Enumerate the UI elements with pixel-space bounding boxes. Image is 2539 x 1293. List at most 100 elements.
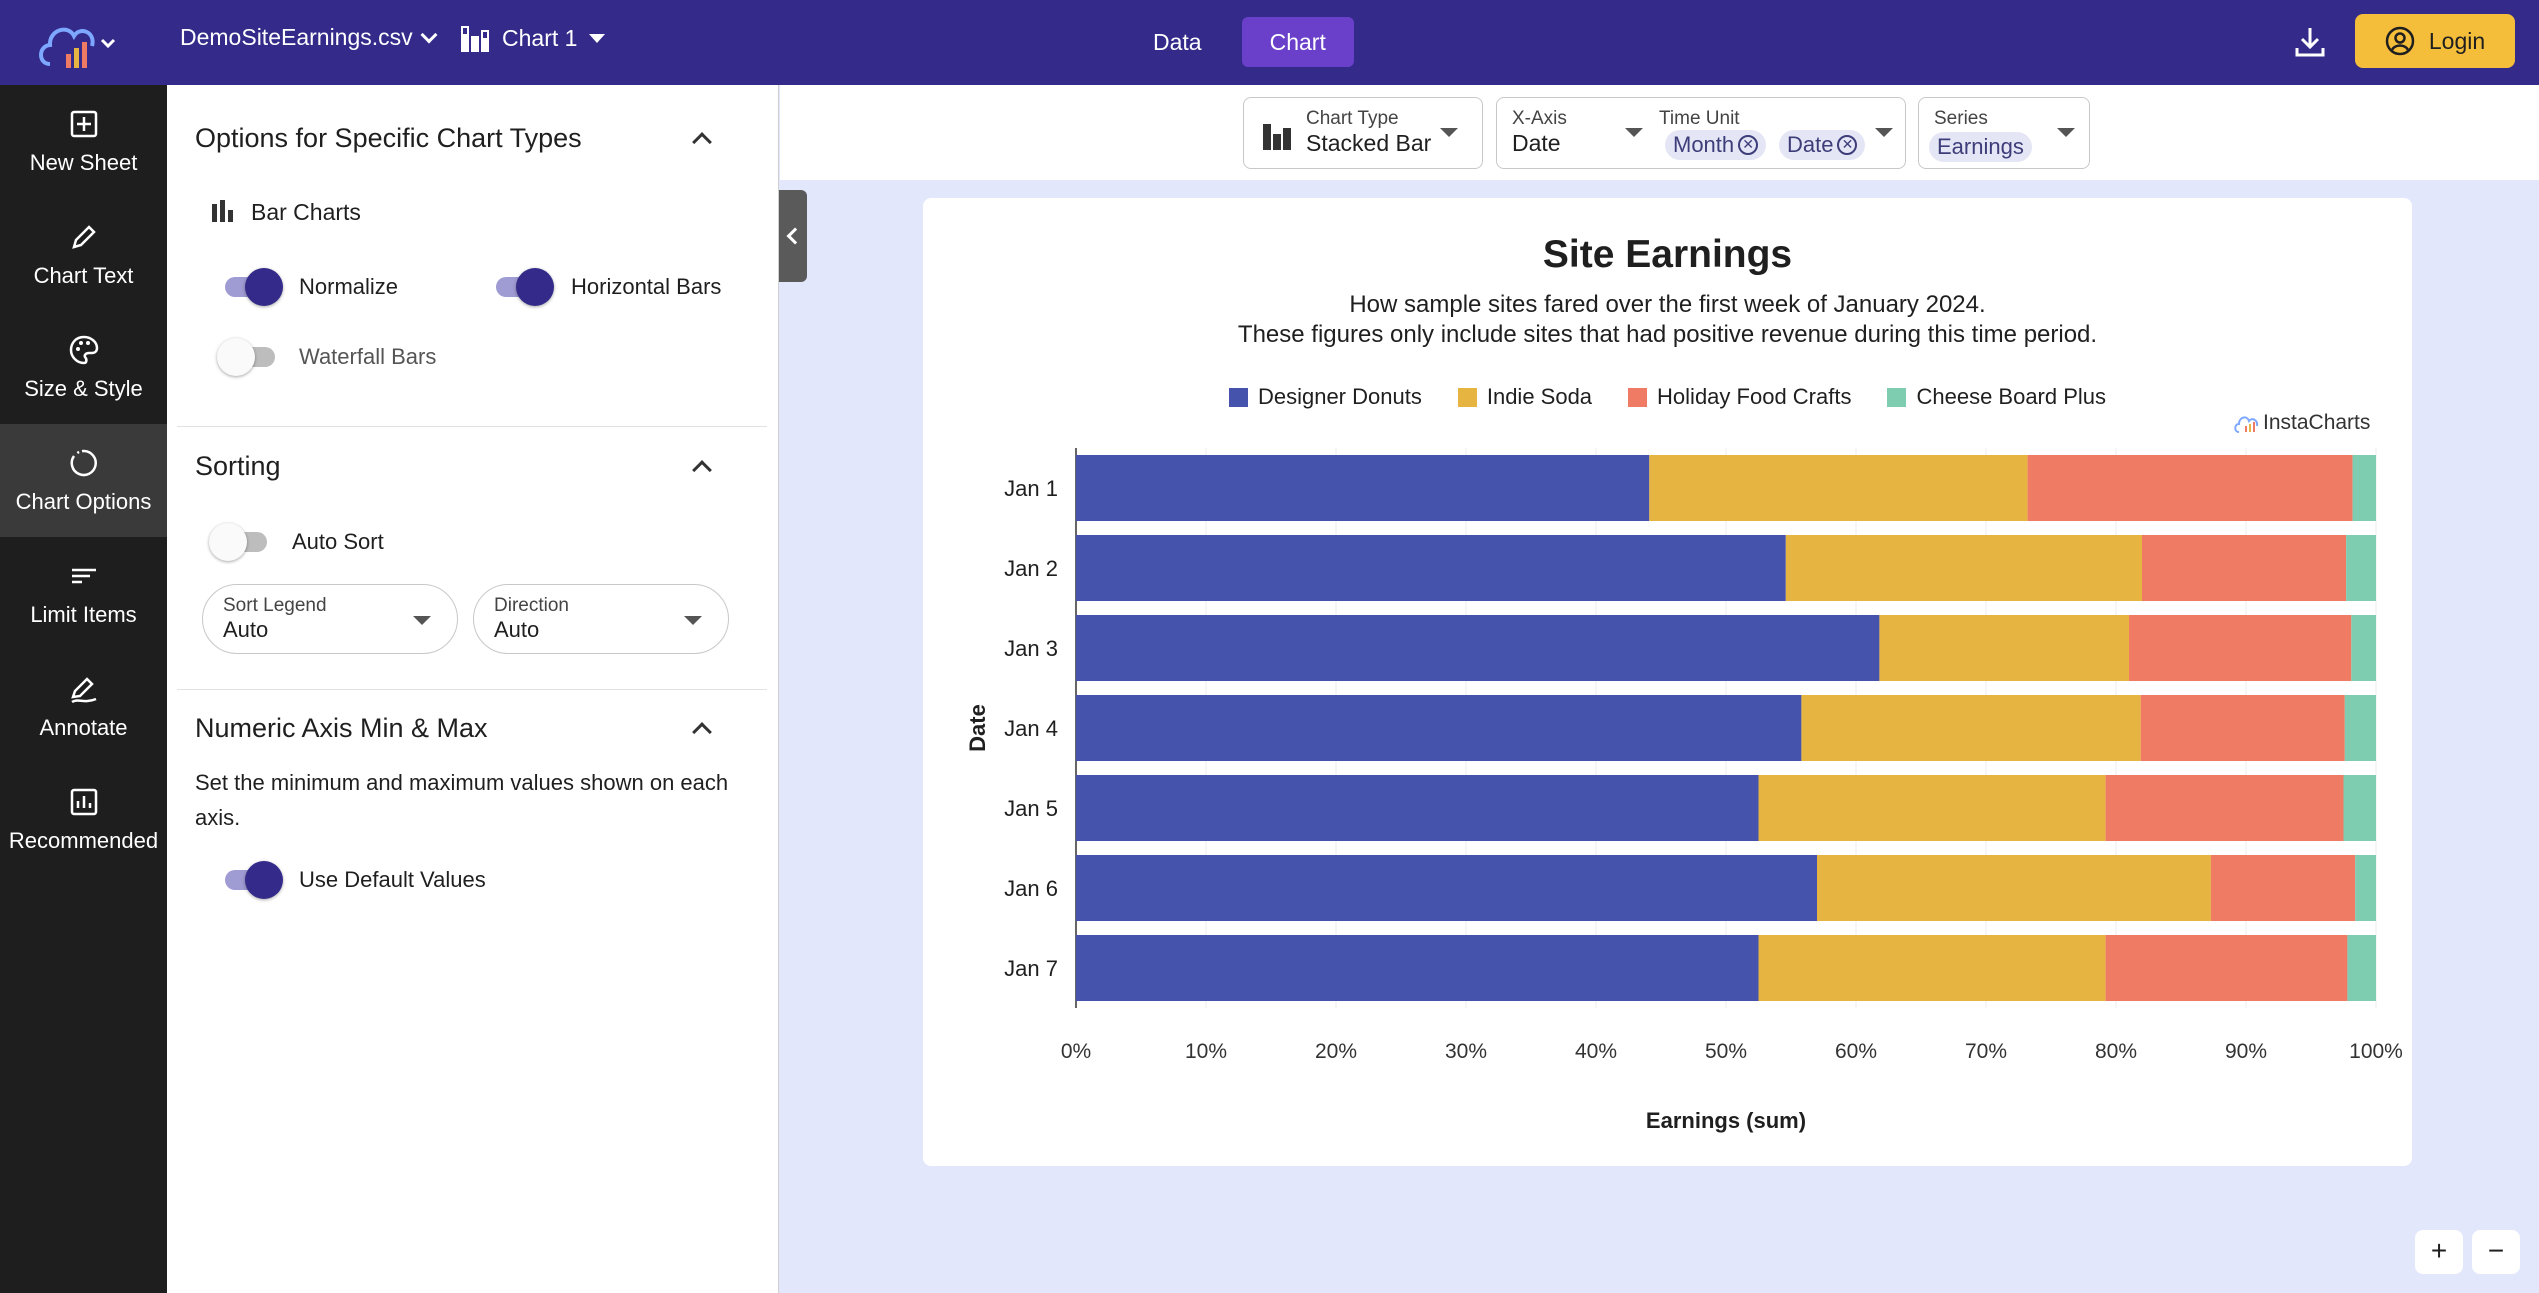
chart-subtitle-line-2[interactable]: These figures only include sites that ha… — [1237, 321, 2098, 348]
zoom-out-button[interactable]: − — [2472, 1230, 2520, 1274]
y-tick-label: Jan 4 — [1004, 716, 1058, 741]
stacked-bar-icon — [1263, 124, 1291, 150]
rail-label: Size & Style — [24, 375, 143, 401]
bar-segment[interactable] — [2351, 615, 2376, 681]
direction-select[interactable]: Direction Auto — [473, 584, 729, 654]
bar-segment[interactable] — [2027, 455, 2353, 521]
bar-segment[interactable] — [1076, 615, 1880, 681]
bar-segment[interactable] — [2355, 855, 2376, 921]
series-select[interactable]: Series Earnings — [1918, 97, 2090, 169]
rail-item-size-style[interactable]: Size & Style — [0, 311, 167, 424]
section-title-sorting: Sorting — [195, 451, 281, 481]
y-tick-label: Jan 2 — [1004, 556, 1058, 581]
bar-segment[interactable] — [1758, 775, 2106, 841]
remove-chip-icon[interactable]: ✕ — [1837, 135, 1858, 155]
collapse-sorting-icon[interactable] — [692, 460, 712, 480]
bar-segment[interactable] — [1817, 855, 2211, 921]
collapse-specific-icon[interactable] — [692, 132, 712, 152]
bar-segment[interactable] — [2142, 535, 2347, 601]
waterfall-bars-label: Waterfall Bars — [299, 344, 437, 369]
x-tick-label: 0% — [1061, 1040, 1091, 1063]
login-button[interactable]: Login — [2355, 14, 2515, 68]
auto-sort-toggle[interactable] — [209, 521, 271, 561]
chart-subtitle-line-1[interactable]: How sample sites fared over the first we… — [1349, 291, 1986, 318]
y-tick-label: Jan 1 — [1004, 476, 1058, 501]
rail-label: Recommended — [8, 827, 159, 853]
chart-card: Site Earnings How sample sites fared ove… — [923, 198, 2412, 1166]
bar-segment[interactable] — [2105, 935, 2348, 1001]
chart-title[interactable]: Site Earnings — [1542, 233, 1793, 276]
bar-segment[interactable] — [2210, 855, 2356, 921]
left-rail: New Sheet Chart Text Size & Style Chart … — [0, 85, 167, 1293]
bar-segment[interactable] — [1076, 775, 1759, 841]
stacked-bar-chart: 0% 10% 20% 30% 40% 50% 60% 70% 80% 90% 100% Jan 1 Ja… — [965, 448, 2403, 1133]
waterfall-bars-toggle[interactable] — [217, 336, 279, 376]
file-menu[interactable]: DemoSiteEarnings.csv — [180, 24, 438, 51]
caret-down-icon — [589, 33, 606, 43]
legend-swatch-1 — [1457, 387, 1477, 407]
tab-chart[interactable]: Chart — [1241, 17, 1354, 67]
bar-segment[interactable] — [2105, 775, 2344, 841]
rail-item-chart-text[interactable]: Chart Text — [0, 198, 167, 311]
bar-segment[interactable] — [1649, 455, 2028, 521]
bar-segment[interactable] — [2352, 455, 2376, 521]
use-default-values-toggle[interactable] — [221, 859, 283, 899]
chevron-down-icon — [420, 26, 438, 43]
legend-item[interactable]: Holiday Food Crafts — [1628, 384, 1851, 410]
bar-segment[interactable] — [1801, 695, 2141, 761]
download-icon[interactable] — [2292, 24, 2328, 60]
bar-segment[interactable] — [1785, 535, 2142, 601]
legend-label: Designer Donuts — [1257, 384, 1422, 409]
rail-item-limit-items[interactable]: Limit Items — [0, 537, 167, 650]
chart-type-select[interactable]: Chart Type Stacked Bar — [1243, 97, 1483, 169]
time-unit-chip-date[interactable]: Date ✕ — [1779, 130, 1866, 160]
chart-menu[interactable]: Chart 1 — [460, 24, 606, 52]
chart-name: Chart 1 — [502, 24, 578, 51]
dropdown-arrow-icon — [413, 616, 431, 625]
normalize-toggle[interactable] — [221, 266, 283, 306]
chip-label: Earnings — [1937, 134, 2024, 159]
collapse-panel-handle[interactable] — [779, 190, 807, 282]
rail-item-new-sheet[interactable]: New Sheet — [0, 85, 167, 198]
x-tick-label: 70% — [1965, 1040, 2007, 1063]
bar-segment[interactable] — [2347, 935, 2376, 1001]
app-logo-menu[interactable] — [36, 12, 116, 74]
horizontal-bars-toggle[interactable] — [492, 266, 554, 306]
bar-segment[interactable] — [1758, 935, 2106, 1001]
bar-segment[interactable] — [2129, 615, 2352, 681]
bar-segment[interactable] — [2343, 775, 2377, 841]
series-chip[interactable]: Earnings — [1929, 132, 2032, 162]
x-tick-label: 20% — [1315, 1040, 1357, 1063]
bar-chart-icon — [461, 26, 489, 52]
bar-segment[interactable] — [1076, 455, 1650, 521]
rail-item-annotate[interactable]: Annotate — [0, 650, 167, 763]
xaxis-select[interactable]: X-Axis Date Time Unit Month ✕ Date ✕ — [1496, 97, 1906, 169]
rail-item-chart-options[interactable]: Chart Options — [0, 424, 167, 537]
legend-item[interactable]: Designer Donuts — [1228, 384, 1422, 410]
zoom-in-button[interactable]: + — [2415, 1230, 2463, 1274]
x-tick-label: 80% — [2095, 1040, 2137, 1063]
collapse-axis-icon[interactable] — [692, 722, 712, 742]
bar-segment[interactable] — [1076, 535, 1786, 601]
sort-legend-select[interactable]: Sort Legend Auto — [202, 584, 458, 654]
y-axis-label: Date — [965, 704, 990, 752]
bar-segment[interactable] — [2346, 535, 2376, 601]
sort-legend-label: Sort Legend — [223, 595, 327, 616]
x-tick-label: 100% — [2349, 1040, 2403, 1063]
bar-segment[interactable] — [2344, 695, 2376, 761]
account-icon — [2385, 26, 2415, 56]
remove-chip-icon[interactable]: ✕ — [1738, 135, 1759, 155]
bar-segment[interactable] — [1076, 695, 1802, 761]
divider — [177, 426, 767, 427]
bar-segment[interactable] — [2140, 695, 2345, 761]
tab-data[interactable]: Data — [1153, 29, 1202, 55]
bar-segment[interactable] — [1076, 935, 1759, 1001]
section-title-specific: Options for Specific Chart Types — [195, 123, 582, 153]
rail-item-recommended[interactable]: Recommended — [0, 763, 167, 876]
time-unit-chip-month[interactable]: Month ✕ — [1665, 130, 1767, 160]
legend-item[interactable]: Indie Soda — [1457, 384, 1592, 410]
legend-item[interactable]: Cheese Board Plus — [1887, 384, 2106, 410]
bar-segment[interactable] — [1076, 855, 1817, 921]
y-tick-label: Jan 3 — [1004, 636, 1058, 661]
bar-segment[interactable] — [1879, 615, 2129, 681]
